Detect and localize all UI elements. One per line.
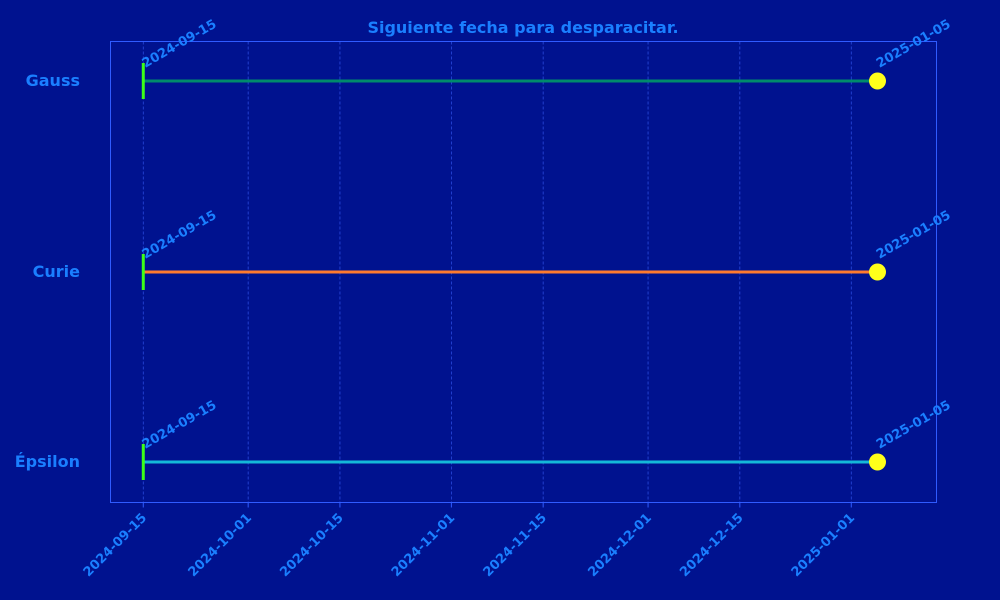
end-marker bbox=[869, 72, 886, 90]
x-tick-label: 2024-09-15 bbox=[81, 511, 150, 580]
end-marker bbox=[869, 453, 886, 471]
x-tick-label: 2024-12-15 bbox=[677, 511, 746, 580]
row-label: Curie bbox=[33, 262, 81, 281]
x-tick-label: 2024-10-15 bbox=[277, 511, 346, 580]
plot-area bbox=[110, 41, 937, 503]
start-date-label: 2024-09-15 bbox=[140, 17, 220, 72]
start-date-label: 2024-09-15 bbox=[140, 398, 220, 453]
timeline-marks: Gauss 2024-09-15 2025-01-05 Curie 2024-09-15… bbox=[15, 17, 954, 480]
end-date-label: 2025-01-05 bbox=[874, 17, 954, 72]
start-date-label: 2024-09-15 bbox=[140, 208, 220, 263]
end-marker bbox=[869, 263, 886, 281]
x-tick-label: 2024-11-01 bbox=[389, 511, 458, 580]
row-label: Gauss bbox=[26, 71, 80, 90]
row-label: Épsilon bbox=[15, 452, 80, 471]
x-axis-ticks: 2024-09-15 2024-10-01 2024-10-15 2024-11-01… bbox=[81, 502, 858, 580]
x-tick-label: 2024-10-01 bbox=[186, 511, 255, 580]
x-tick-label: 2024-11-15 bbox=[481, 511, 550, 580]
end-date-label: 2025-01-05 bbox=[874, 398, 954, 453]
chart-title: Siguiente fecha para desparacitar. bbox=[367, 18, 678, 37]
end-date-label: 2025-01-05 bbox=[874, 208, 954, 263]
x-tick-label: 2025-01-01 bbox=[789, 511, 858, 580]
x-tick-label: 2024-12-01 bbox=[585, 511, 654, 580]
